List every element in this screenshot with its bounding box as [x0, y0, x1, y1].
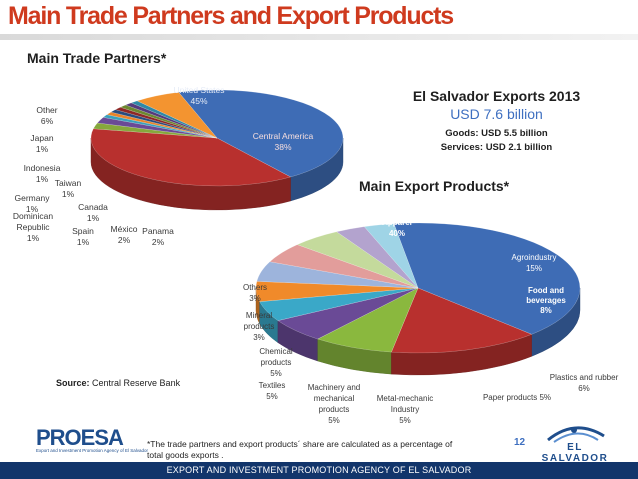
- footer-text: EXPORT AND INVESTMENT PROMOTION AGENCY O…: [166, 465, 472, 475]
- products-label-paper-products: Paper products 5%: [483, 393, 551, 402]
- partners-label-spain: Spain 1%: [72, 226, 94, 247]
- products-slice-plastics-and-rubber: [277, 287, 419, 340]
- products-slice-paper-products: [259, 287, 419, 321]
- products-label-others: Others 3%: [243, 283, 267, 303]
- proesa-logo-tagline: Export and Investment Promotion Agency o…: [36, 448, 149, 453]
- products-side-plastics-and-rubber: [277, 320, 318, 362]
- products-label-apparel: Apparel 40%: [382, 218, 412, 238]
- partners-label-indonesia: Indonesia 1%: [24, 163, 61, 184]
- products-label-agroindustry: Agroindustry 15%: [512, 253, 557, 273]
- products-slice-food-and-beverages: [317, 287, 419, 353]
- source-label: Source:: [56, 378, 90, 388]
- products-label-textiles: Textiles 5%: [259, 381, 286, 401]
- products-chart-title: Main Export Products*: [359, 178, 510, 194]
- exports-box-title: El Salvador Exports 2013: [412, 88, 581, 104]
- exports-goods: Goods: USD 5.5 billion: [445, 128, 548, 139]
- products-label-food-and-beverages: Food and beverages 8%: [526, 286, 566, 315]
- partners-chart-title: Main Trade Partners*: [27, 50, 167, 66]
- partners-label-panama: Panama 2%: [142, 226, 174, 247]
- el-salvador-logo: EL SALVADOR: [534, 420, 616, 464]
- partners-slice-indonesia: [124, 102, 218, 139]
- source-note: Source: Central Reserve Bank: [56, 378, 180, 388]
- partners-slice-japan: [130, 100, 218, 139]
- partners-label-m-xico: México 2%: [111, 224, 138, 245]
- products-label-mineral-products: Mineral products 3%: [244, 311, 275, 342]
- footer-bar: EXPORT AND INVESTMENT PROMOTION AGENCY O…: [0, 462, 638, 479]
- partners-slice-m-xico: [96, 117, 218, 139]
- products-slice-mineral-products: [336, 226, 419, 289]
- partners-label-taiwan: Taiwan 1%: [55, 178, 82, 199]
- partners-slice-spain: [102, 114, 218, 139]
- footnote: *The trade partners and export products´…: [147, 439, 453, 460]
- page-number: 12: [514, 437, 526, 448]
- source-value: Central Reserve Bank: [92, 378, 181, 388]
- partners-slice-other: [136, 92, 218, 139]
- partners-slice-taiwan: [119, 104, 218, 139]
- partners-label-canada: Canada 1%: [78, 202, 108, 223]
- products-slice-others: [363, 223, 419, 289]
- products-label-machinery-and-mechanical-products: Machinery and mechanical products 5%: [308, 383, 360, 425]
- products-slice-machinery-and-mechanical-products: [256, 261, 419, 289]
- products-slice-apparel: [393, 222, 581, 335]
- products-label-plastics-and-rubber: Plastics and rubber 6%: [550, 373, 619, 393]
- proesa-logo-text: PROESA: [36, 425, 124, 450]
- page-title: Main Trade Partners and Export Products: [8, 2, 454, 30]
- products-slice-textiles: [269, 244, 419, 289]
- exports-services: Services: USD 2.1 billion: [440, 142, 553, 153]
- partners-slice-dominican-republic: [110, 109, 218, 139]
- partners-label-dominican-republic: Dominican Republic 1%: [13, 211, 53, 243]
- el-salvador-emblem-icon: [547, 426, 605, 443]
- products-label-chemical-products: Chemical products 5%: [259, 347, 293, 378]
- partners-label-central-america: Central America 38%: [253, 131, 314, 152]
- products-slice-agroindustry: [391, 287, 533, 354]
- products-slice-metal-mechanic-industry: [255, 281, 419, 302]
- partners-pie: United States 45% Central America 38% Panama…: [13, 85, 344, 247]
- partners-label-other: Other 6%: [36, 105, 57, 126]
- partners-label-japan: Japan 1%: [30, 133, 53, 154]
- partners-label-germany: Germany 1%: [15, 193, 51, 214]
- title-divider: [0, 34, 638, 40]
- partners-slice-central-america: [90, 128, 292, 187]
- partners-label-united-states: United States 45%: [173, 85, 224, 106]
- products-side-agroindustry: [391, 334, 532, 376]
- exports-total: USD 7.6 billion: [450, 106, 543, 122]
- partners-slice-canada: [106, 111, 218, 139]
- products-label-metal-mechanic-industry: Metal-mechanic Industry 5%: [377, 394, 433, 425]
- proesa-logo: PROESA Export and Investment Promotion A…: [36, 425, 148, 453]
- products-slice-chemical-products: [296, 231, 419, 289]
- partners-slice-united-states: [178, 89, 344, 178]
- partners-slice-germany: [114, 106, 218, 139]
- partners-slice-panama: [92, 122, 218, 139]
- products-pie: Apparel 40% Agroindustry 15% Food and beverag…: [243, 218, 619, 425]
- el-salvador-logo-text: EL SALVADOR: [541, 442, 609, 464]
